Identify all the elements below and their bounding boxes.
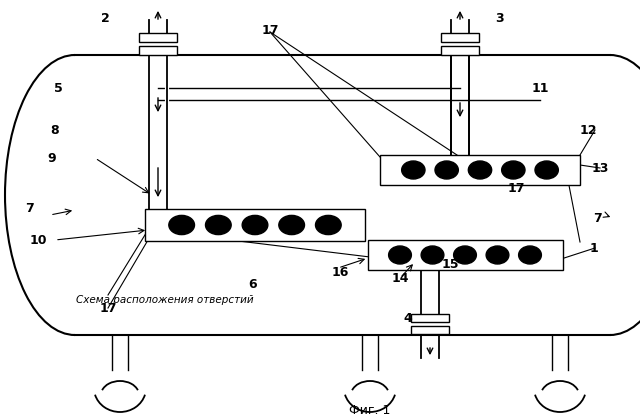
Text: 1: 1 (589, 241, 598, 254)
Ellipse shape (518, 246, 541, 264)
Ellipse shape (468, 161, 492, 179)
Text: 8: 8 (51, 124, 60, 137)
Bar (441, 33, 479, 42)
Text: 9: 9 (48, 152, 56, 165)
Ellipse shape (316, 215, 341, 235)
Text: 7: 7 (26, 202, 35, 215)
Text: 13: 13 (591, 161, 609, 174)
Bar (145, 209, 365, 241)
Text: 3: 3 (495, 11, 503, 24)
Ellipse shape (242, 215, 268, 235)
Ellipse shape (279, 215, 305, 235)
Bar (139, 46, 177, 55)
Text: Фиг. 1: Фиг. 1 (349, 403, 390, 416)
Ellipse shape (402, 161, 425, 179)
Text: 12: 12 (579, 124, 596, 137)
Bar (380, 155, 580, 185)
Bar (367, 240, 563, 270)
Text: 6: 6 (249, 279, 257, 292)
Ellipse shape (535, 161, 558, 179)
Text: 17: 17 (261, 23, 279, 36)
Text: 17: 17 (99, 302, 116, 315)
Ellipse shape (388, 246, 412, 264)
Bar (139, 33, 177, 42)
Text: 10: 10 (29, 233, 47, 246)
Text: 11: 11 (531, 82, 548, 95)
Ellipse shape (169, 215, 195, 235)
Ellipse shape (205, 215, 231, 235)
Text: 4: 4 (404, 311, 412, 324)
Bar (411, 314, 449, 322)
Text: 2: 2 (100, 11, 109, 24)
Ellipse shape (502, 161, 525, 179)
Text: 17: 17 (508, 181, 525, 194)
Text: Схема расположения отверстий: Схема расположения отверстий (76, 295, 254, 305)
Text: 16: 16 (332, 266, 349, 279)
Ellipse shape (454, 246, 476, 264)
Bar (411, 326, 449, 334)
Ellipse shape (486, 246, 509, 264)
Text: 15: 15 (441, 259, 459, 272)
Text: 5: 5 (54, 82, 62, 95)
Text: 7: 7 (594, 212, 602, 225)
Text: 14: 14 (391, 272, 409, 285)
Bar (441, 46, 479, 55)
Ellipse shape (435, 161, 458, 179)
Ellipse shape (421, 246, 444, 264)
